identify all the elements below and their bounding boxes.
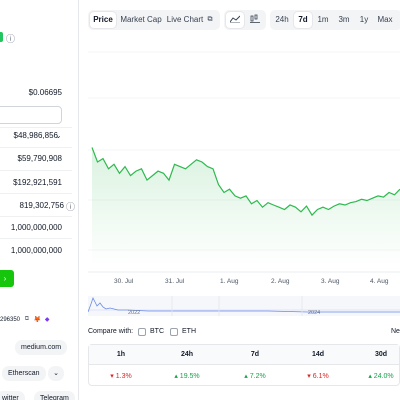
range-24h[interactable]: 24h: [275, 15, 289, 24]
candlestick-chart-icon[interactable]: [246, 12, 264, 28]
x-tick-label: 30. Jul: [114, 278, 134, 285]
perf-cell-30d: ▴ 24.0%: [359, 372, 400, 380]
website-link[interactable]: medium.com: [15, 340, 68, 355]
compare-eth-checkbox[interactable]: [170, 328, 178, 336]
compare-label: Compare with:: [88, 328, 134, 335]
range-1y[interactable]: 1y: [359, 15, 369, 24]
rank-badge: [0, 32, 3, 42]
compare-eth-label[interactable]: ETH: [182, 328, 196, 335]
circulating-supply-value: 819,302,756: [19, 201, 65, 210]
perf-header-24h: 24h: [180, 351, 194, 358]
twitter-link[interactable]: witter: [0, 391, 25, 400]
market-cap-value: $48,986,856: [13, 131, 59, 140]
divider: [0, 216, 72, 217]
volume-value: $192,921,591: [13, 178, 62, 187]
price-line: [91, 147, 400, 217]
x-tick-label: 1. Aug: [220, 278, 239, 285]
info-icon[interactable]: ⓘ: [6, 34, 16, 44]
perf-cell-14d: ▾ 6.1%: [296, 372, 340, 380]
x-tick-label: 4. Aug: [370, 278, 389, 285]
perf-value: 6.1%: [312, 373, 329, 380]
chart-navigator[interactable]: 2022 2024: [88, 294, 400, 318]
range-max[interactable]: Max: [377, 15, 393, 24]
price-range-box: [0, 106, 62, 124]
coin-stats-panel: ⓘ $0.06695 $48,986,856 ⌄ $59,790,908 $19…: [0, 0, 78, 400]
caret-up-icon: ▴: [368, 373, 374, 380]
price-in-btc: $0.06695: [28, 88, 62, 97]
caret-down-icon: ▾: [110, 373, 116, 380]
info-icon[interactable]: ⓘ: [66, 202, 76, 212]
chart-type-tabs: Price Market Cap Live Chart ⧉: [88, 10, 220, 30]
tab-price[interactable]: Price: [90, 12, 116, 28]
divider: [0, 170, 72, 171]
price-area: [92, 147, 400, 266]
divider: [0, 147, 72, 148]
range-7d[interactable]: 7d: [294, 12, 312, 28]
more-icon[interactable]: ◆: [44, 317, 50, 323]
performance-table: 1h 24h 7d 14d 30d ▾ 1.3% ▴ 19.5% ▴ 7.2% …: [88, 344, 400, 386]
perf-header-1h: 1h: [116, 351, 126, 358]
perf-cell-1h: ▾ 1.3%: [99, 372, 143, 380]
tab-market-cap[interactable]: Market Cap: [120, 15, 162, 24]
perf-header-30d: 30d: [374, 351, 388, 358]
x-tick-label: 31. Jul: [165, 278, 185, 285]
divider: [0, 193, 72, 194]
chevron-down-icon[interactable]: ⌄: [55, 131, 62, 140]
explorer-link[interactable]: Etherscan: [2, 366, 46, 381]
column-divider: [78, 0, 79, 400]
navigator-label: 2022: [128, 310, 140, 316]
perf-value: 19.5%: [179, 373, 200, 380]
performance-header: [89, 345, 399, 365]
total-supply-value: 1,000,000,000: [10, 223, 62, 232]
x-tick-label: 2. Aug: [271, 278, 290, 285]
divider: [0, 238, 72, 239]
telegram-link[interactable]: Telegram: [34, 391, 75, 400]
perf-cell-7d: ▴ 7.2%: [233, 372, 277, 380]
perf-value: 1.3%: [115, 373, 132, 380]
line-chart-icon[interactable]: [226, 12, 244, 28]
time-range-tabs: 24h 7d 1m 3m 1y Max: [270, 10, 400, 30]
price-chart[interactable]: [88, 40, 400, 276]
caret-down-icon: ▾: [307, 373, 313, 380]
buy-button[interactable]: ›: [0, 270, 14, 287]
compare-cutoff-text: Ne: [391, 328, 400, 335]
caret-up-icon: ▴: [244, 373, 250, 380]
range-1m[interactable]: 1m: [317, 15, 329, 24]
range-3m[interactable]: 3m: [338, 15, 350, 24]
fdv-value: $59,790,908: [17, 154, 63, 163]
perf-value: 24.0%: [373, 373, 394, 380]
compare-btc-label[interactable]: BTC: [150, 328, 164, 335]
x-tick-label: 3. Aug: [321, 278, 340, 285]
perf-cell-24h: ▴ 19.5%: [165, 372, 209, 380]
perf-header-14d: 14d: [311, 351, 325, 358]
navigator-series: [88, 296, 400, 313]
compare-btc-checkbox[interactable]: [138, 328, 146, 336]
tab-live-chart[interactable]: Live Chart: [166, 15, 204, 24]
contract-address: 296350: [0, 316, 21, 323]
copy-icon[interactable]: ⧉: [24, 316, 29, 322]
navigator-label: 2024: [308, 310, 320, 316]
perf-value: 7.2%: [249, 373, 266, 380]
contract-address-row: 296350 ⧉ 🦊 ◆: [0, 316, 49, 323]
external-link-icon: ⧉: [207, 16, 213, 23]
chevron-down-icon[interactable]: ⌄: [48, 366, 64, 381]
max-supply-value: 1,000,000,000: [10, 246, 62, 255]
chart-style-toggle: [224, 10, 266, 30]
metamask-icon[interactable]: 🦊: [33, 317, 42, 323]
divider: [0, 127, 72, 128]
perf-header-7d: 7d: [250, 351, 260, 358]
caret-up-icon: ▴: [174, 373, 180, 380]
